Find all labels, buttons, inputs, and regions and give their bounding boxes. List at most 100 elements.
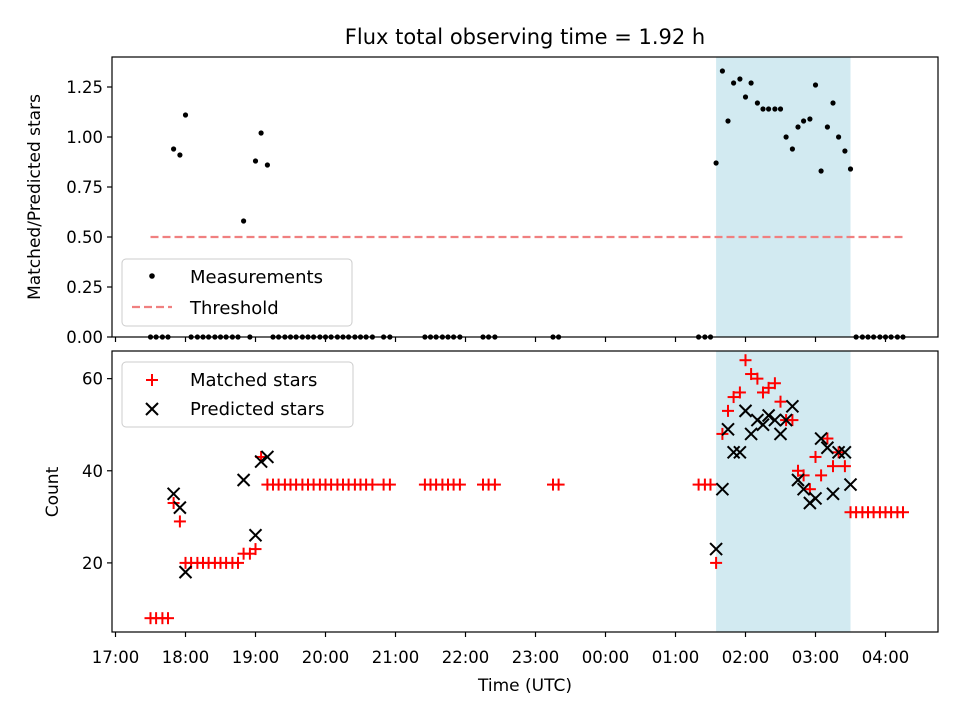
point-matched-stars-67 (774, 395, 787, 408)
point-measurements-70 (795, 124, 801, 130)
top-legend-box (121, 258, 353, 327)
xtick-label-8: 01:00 (652, 648, 700, 667)
point-matched-stars-3 (162, 612, 174, 625)
top-ytick-label-5: 1.25 (66, 78, 103, 97)
point-measurements-4 (171, 146, 177, 152)
point-measurements-68 (783, 134, 789, 140)
point-matched-stars-88 (897, 506, 909, 519)
point-predicted-stars-27 (826, 487, 840, 501)
point-matched-stars-40 (383, 478, 396, 491)
point-measurements-16 (241, 218, 247, 224)
point-matched-stars-62 (745, 368, 758, 381)
legend-threshold-label: Threshold (189, 298, 279, 319)
point-measurements-60 (737, 76, 743, 82)
bottom-y-ticks: 20 40 60 (82, 370, 112, 573)
point-predicted-stars-7 (709, 542, 723, 556)
legend-measurements-marker (149, 273, 155, 279)
legend-predicted-marker (145, 402, 159, 416)
point-matched-stars-63 (751, 372, 764, 385)
point-measurements-77 (836, 134, 842, 140)
point-measurements-20 (264, 162, 270, 168)
point-matched-stars-60 (733, 386, 746, 399)
point-predicted-stars-13 (744, 427, 758, 441)
point-predicted-stars-26 (820, 441, 835, 455)
point-matched-stars-56 (710, 556, 723, 569)
point-matched-stars-59 (727, 391, 740, 404)
bottom-panel-counts: 20 40 60 17:00 18:00 19:00 20:00 21:00 22:00 23:… (43, 350, 939, 696)
point-measurements-78 (842, 148, 848, 154)
bottom-x-ticks: 17:00 18:00 19:00 20:00 21:00 22:00 23:00 00:00… (92, 632, 909, 667)
xtick-label-7: 00:00 (582, 648, 630, 667)
point-matched-stars-73 (809, 450, 822, 463)
point-matched-stars-66 (768, 377, 781, 390)
top-y-ticks: 0.00 0.25 0.50 0.75 1.00 1.25 (66, 78, 112, 347)
point-predicted-stars-9 (721, 422, 735, 437)
point-predicted-stars-0 (166, 487, 181, 501)
top-x-ticks (114, 337, 887, 342)
bottom-plot-frame (111, 350, 939, 633)
xtick-label-5: 22:00 (442, 648, 490, 667)
point-matched-stars-38 (366, 478, 379, 491)
xtick-label-3: 20:00 (302, 648, 350, 667)
point-predicted-stars-6 (260, 450, 275, 464)
point-matched-stars-74 (815, 469, 828, 482)
point-predicted-stars-10 (726, 445, 741, 460)
point-predicted-stars-15 (756, 417, 770, 432)
top-panel-ratio: 0.00 0.25 0.50 0.75 1.00 1.25 Matched/Predict… (25, 56, 939, 347)
top-ytick-label-0: 0.00 (66, 328, 103, 347)
point-measurements-67 (777, 106, 784, 112)
point-measurements-58 (725, 118, 731, 124)
point-measurements-61 (742, 94, 749, 100)
point-measurements-73 (812, 82, 819, 88)
point-predicted-stars-1 (173, 500, 187, 515)
x-axis-label: Time (UTC) (477, 676, 572, 696)
xtick-label-6: 23:00 (512, 648, 560, 667)
xtick-label-1: 18:00 (162, 648, 210, 667)
point-predicted-stars-5 (254, 454, 268, 469)
top-ytick-label-1: 0.25 (66, 278, 103, 297)
point-predicted-stars-11 (733, 445, 747, 460)
point-predicted-stars-16 (761, 408, 776, 423)
point-predicted-stars-12 (738, 404, 753, 418)
top-y-axis-label: Matched/Predicted stars (25, 94, 45, 300)
point-predicted-stars-28 (831, 445, 846, 460)
point-matched-stars-76 (827, 460, 839, 473)
point-matched-stars-4 (167, 497, 180, 510)
bottom-legend-box (121, 361, 354, 428)
point-matched-stars-55 (704, 478, 717, 491)
point-predicted-stars-25 (814, 431, 828, 446)
point-matched-stars-58 (722, 404, 734, 417)
point-predicted-stars-8 (715, 482, 730, 496)
point-matched-stars-65 (762, 381, 775, 394)
point-predicted-stars-29 (838, 445, 852, 460)
top-ytick-label-2: 0.50 (66, 228, 103, 247)
point-predicted-stars-22 (796, 482, 811, 496)
bottom-legend: Matched stars Predicted stars (121, 361, 354, 428)
bot-ytick-label-0: 20 (82, 554, 103, 573)
top-ytick-label-4: 1.00 (66, 128, 103, 147)
top-highlight-band (716, 57, 851, 337)
point-predicted-stars-18 (773, 427, 788, 441)
point-measurements-18 (252, 158, 259, 164)
point-measurements-79 (847, 166, 854, 172)
point-matched-stars-52 (552, 478, 565, 491)
xtick-label-9: 02:00 (722, 648, 770, 667)
top-plot-frame (111, 56, 939, 338)
bottom-y-axis-label: Count (43, 466, 63, 517)
point-measurements-66 (772, 106, 778, 112)
point-matched-stars-5 (173, 515, 186, 528)
point-measurements-62 (748, 80, 754, 86)
point-predicted-stars-2 (178, 565, 193, 579)
point-matched-stars-75 (821, 432, 834, 445)
top-legend: Measurements Threshold (121, 258, 353, 327)
point-predicted-stars-30 (843, 477, 858, 492)
point-measurements-59 (731, 80, 737, 86)
point-measurements-74 (818, 168, 824, 174)
point-measurements-19 (258, 130, 264, 136)
point-predicted-stars-3 (236, 473, 251, 487)
point-predicted-stars-17 (768, 413, 782, 427)
xtick-label-2: 19:00 (232, 648, 280, 667)
point-measurements-76 (830, 100, 836, 106)
point-measurements-56 (713, 160, 719, 166)
